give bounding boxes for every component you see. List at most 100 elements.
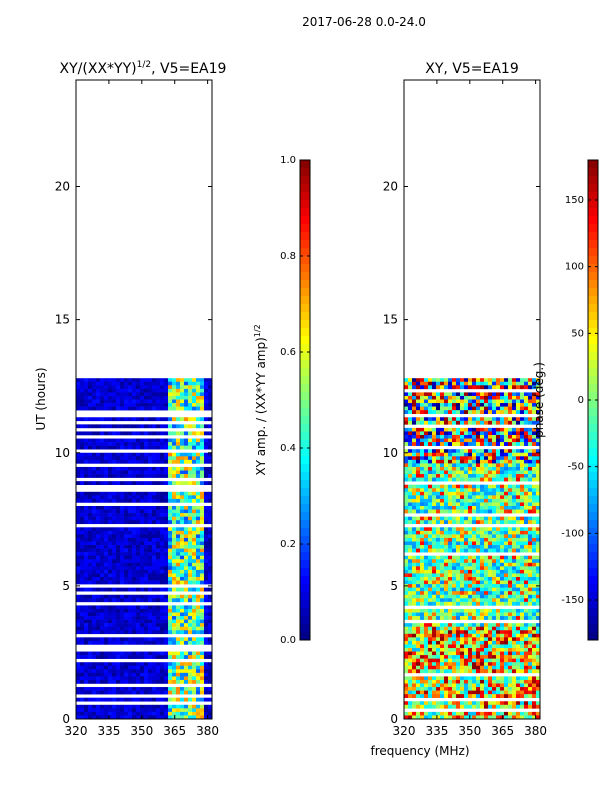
heatmap-cell xyxy=(176,438,181,443)
heatmap-cell xyxy=(528,584,533,588)
heatmap-cell xyxy=(200,687,205,691)
heatmap-cell xyxy=(144,672,149,677)
heatmap-cell xyxy=(508,587,513,592)
heatmap-cell xyxy=(416,392,421,397)
heatmap-cell xyxy=(88,711,93,716)
heatmap-cell xyxy=(84,651,89,656)
y-tick-label: 0 xyxy=(62,712,70,726)
heatmap-cell xyxy=(520,417,525,422)
heatmap-cell xyxy=(524,541,529,546)
heatmap-cell xyxy=(408,534,413,539)
heatmap-cell xyxy=(480,442,485,446)
heatmap-cell xyxy=(516,463,521,468)
heatmap-cell xyxy=(88,506,93,510)
heatmap-cell xyxy=(168,566,173,571)
heatmap-cell xyxy=(120,406,125,411)
heatmap-cell xyxy=(140,665,145,670)
heatmap-cell xyxy=(128,708,133,713)
heatmap-cell xyxy=(428,495,433,500)
heatmap-cell xyxy=(144,498,149,503)
heatmap-cell xyxy=(440,587,445,592)
heatmap-cell xyxy=(468,488,473,493)
heatmap-cell xyxy=(484,474,489,478)
heatmap-cell xyxy=(132,555,137,560)
heatmap-cell xyxy=(528,534,533,539)
heatmap-cell xyxy=(180,456,185,461)
heatmap-cell xyxy=(124,385,129,390)
heatmap-cell xyxy=(484,498,489,503)
colorbar-swatch xyxy=(300,168,310,177)
heatmap-cell xyxy=(508,559,513,564)
heatmap-cell xyxy=(444,541,449,546)
heatmap-cell xyxy=(432,420,437,425)
colorbar-swatch xyxy=(300,400,310,409)
heatmap-cell xyxy=(488,637,493,642)
heatmap-cell xyxy=(480,651,485,656)
heatmap-cell xyxy=(436,406,441,411)
heatmap-cell xyxy=(184,690,189,695)
heatmap-cell xyxy=(196,470,201,475)
heatmap-cell xyxy=(204,520,209,525)
heatmap-cell xyxy=(76,399,81,404)
heatmap-cell xyxy=(192,616,197,620)
heatmap-cell xyxy=(520,459,525,464)
heatmap-cell xyxy=(504,395,509,400)
heatmap-cell xyxy=(408,459,413,464)
heatmap-cell xyxy=(484,530,489,535)
heatmap-cell xyxy=(192,452,197,457)
heatmap-cell xyxy=(472,616,477,620)
heatmap-cell xyxy=(172,690,177,695)
heatmap-cell xyxy=(100,498,105,503)
heatmap-cell xyxy=(528,587,533,592)
heatmap-cell xyxy=(480,644,485,649)
heatmap-cell xyxy=(156,640,161,645)
heatmap-cell xyxy=(136,594,141,599)
heatmap-cell xyxy=(452,385,457,390)
heatmap-cell xyxy=(108,562,113,567)
heatmap-cell xyxy=(144,541,149,546)
heatmap-cell xyxy=(500,541,505,546)
heatmap-cell xyxy=(444,616,449,620)
heatmap-cell xyxy=(204,555,209,560)
heatmap-cell xyxy=(104,655,109,659)
heatmap-cell xyxy=(528,623,533,627)
heatmap-cell xyxy=(512,630,517,635)
heatmap-cell xyxy=(524,555,529,560)
heatmap-cell xyxy=(136,388,141,393)
heatmap-cell xyxy=(452,577,457,581)
heatmap-cell xyxy=(180,598,185,603)
heatmap-cell xyxy=(168,580,173,585)
heatmap-cell xyxy=(136,569,141,574)
heatmap-cell xyxy=(196,385,201,390)
heatmap-cell xyxy=(124,545,129,549)
heatmap-cell xyxy=(100,665,105,670)
heatmap-cell xyxy=(80,534,85,539)
heatmap-cell xyxy=(520,541,525,546)
heatmap-cell xyxy=(192,417,197,422)
heatmap-cell xyxy=(172,573,177,578)
heatmap-cell xyxy=(104,491,109,496)
heatmap-cell xyxy=(188,445,193,450)
heatmap-cell xyxy=(104,715,109,720)
heatmap-cell xyxy=(480,417,485,422)
heatmap-cell xyxy=(508,633,513,638)
heatmap-cell xyxy=(124,623,129,627)
heatmap-cell xyxy=(536,598,541,603)
heatmap-cell xyxy=(420,640,425,645)
heatmap-cell xyxy=(532,591,537,596)
heatmap-cell xyxy=(516,598,521,603)
heatmap-cell xyxy=(112,608,117,613)
heatmap-cell xyxy=(100,403,105,407)
heatmap-cell xyxy=(104,466,109,471)
heatmap-cell xyxy=(508,623,513,627)
heatmap-cell xyxy=(116,381,121,386)
heatmap-cell xyxy=(108,598,113,603)
heatmap-cell xyxy=(524,612,529,617)
heatmap-cell xyxy=(196,697,201,702)
heatmap-cell xyxy=(136,395,141,400)
heatmap-cell xyxy=(80,395,85,400)
heatmap-cell xyxy=(204,562,209,567)
heatmap-cell xyxy=(176,381,181,386)
heatmap-cell xyxy=(156,470,161,475)
heatmap-cell xyxy=(436,630,441,635)
